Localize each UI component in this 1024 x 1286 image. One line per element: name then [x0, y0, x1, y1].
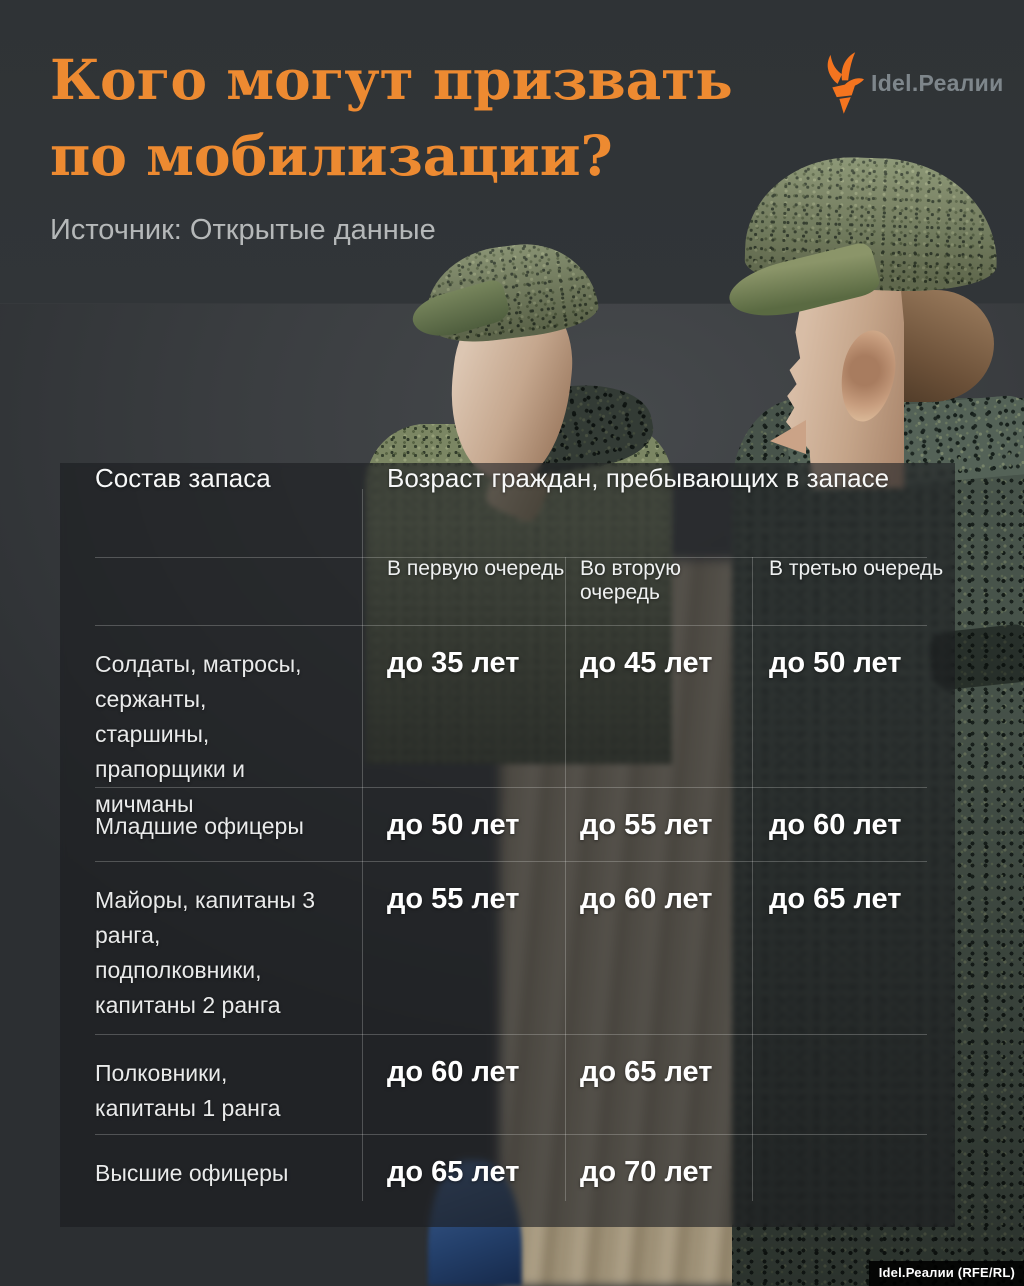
table-row: Младшие офицеры до 50 лет до 55 лет до 6… — [60, 787, 955, 861]
row-value-third: до 50 лет — [769, 647, 902, 679]
row-value-second: до 60 лет — [580, 883, 713, 915]
subheader-third-priority: В третью очередь — [769, 557, 944, 580]
row-label: Солдаты, матросы, сержанты, старшины, пр… — [95, 651, 302, 817]
row-value-first: до 55 лет — [387, 883, 520, 915]
col-header-reserve-composition: Состав запаса — [95, 463, 271, 493]
table-gridline — [95, 861, 927, 862]
subheader-second-priority: Во вторую очередь — [580, 557, 681, 604]
mobilization-table: Состав запаса Возраст граждан, пребывающ… — [60, 463, 955, 1227]
row-label: Младшие офицеры — [95, 813, 304, 839]
brand-logo: Idel.Реалии — [820, 52, 1004, 114]
row-label: Майоры, капитаны 3 ранга, подполковники,… — [95, 887, 316, 1018]
row-label: Высшие офицеры — [95, 1160, 289, 1186]
row-value-first: до 35 лет — [387, 647, 520, 679]
page-title-line2: по мобилизации? — [50, 123, 613, 188]
row-value-second: до 65 лет — [580, 1056, 713, 1088]
table-row: Солдаты, матросы, сержанты, старшины, пр… — [60, 625, 955, 817]
table-gridline — [95, 557, 927, 558]
col-group-header-age: Возраст граждан, пребывающих в запасе — [387, 463, 890, 493]
row-value-first: до 60 лет — [387, 1056, 520, 1088]
row-label: Полковники, капитаны 1 ранга — [95, 1060, 281, 1121]
row-value-third: до 65 лет — [769, 883, 902, 915]
brand-name: Idel.Реалии — [871, 69, 1004, 96]
row-value-second: до 70 лет — [580, 1156, 713, 1188]
table-gridline — [95, 1134, 927, 1135]
table-gridline — [95, 787, 927, 788]
table-row: Майоры, капитаны 3 ранга, подполковники,… — [60, 861, 955, 1034]
table-gridline — [95, 1034, 927, 1035]
table-row: Высшие офицеры до 65 лет до 70 лет — [60, 1134, 955, 1227]
row-value-third — [752, 1134, 955, 1156]
row-value-first: до 50 лет — [387, 809, 520, 841]
table-subheader-row: В первую очередь Во вторую очередь В тре… — [60, 557, 955, 625]
page-title: Кого могут призвать по мобилизации? — [50, 42, 733, 194]
row-value-second: до 45 лет — [580, 647, 713, 679]
table-gridline — [752, 557, 753, 1201]
table-row: Полковники, капитаны 1 ранга до 60 лет д… — [60, 1034, 955, 1134]
row-value-third: до 60 лет — [769, 809, 902, 841]
table-header-row: Состав запаса Возраст граждан, пребывающ… — [60, 463, 955, 557]
torch-icon — [827, 52, 864, 114]
table-gridline — [565, 557, 566, 1201]
row-value-first: до 65 лет — [387, 1156, 520, 1188]
page-title-line1: Кого могут призвать — [50, 47, 733, 112]
table-gridline — [362, 489, 363, 1201]
subheader-first-priority: В первую очередь — [387, 557, 565, 580]
row-value-second: до 55 лет — [580, 809, 713, 841]
row-value-third — [752, 1034, 955, 1056]
table-gridline — [95, 625, 927, 626]
source-note: Источник: Открытые данные — [50, 214, 436, 246]
credit-badge: Idel.Реалии (RFE/RL) — [868, 1261, 1024, 1286]
